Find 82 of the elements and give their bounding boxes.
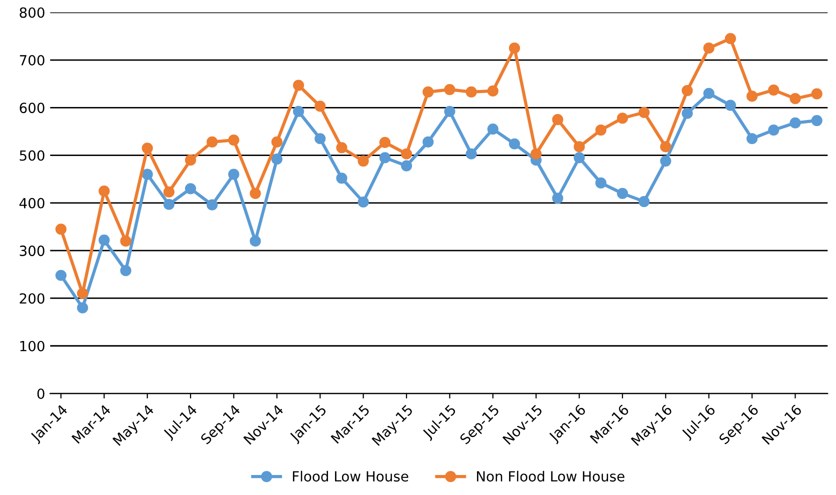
point [314,100,326,112]
point [400,160,412,172]
point [552,192,564,204]
y-tick-label: 100 [20,340,44,352]
point [184,154,196,166]
point [574,152,585,164]
y-tick-label: 600 [20,102,44,114]
y-tick-label: 0 [37,388,44,399]
point [660,141,672,152]
point [595,177,606,188]
point [746,133,758,144]
point [724,100,736,111]
point [790,93,801,104]
point [508,42,520,54]
point [98,185,110,197]
point [703,42,714,54]
y-tick-label: 500 [20,150,44,161]
point [682,84,693,96]
point [206,199,218,210]
point [120,265,132,276]
point [358,155,369,167]
point [487,85,498,97]
point [358,196,369,208]
point [228,134,240,146]
point [660,155,672,167]
point [466,148,477,160]
point [120,236,132,247]
point [595,124,606,136]
point [292,106,304,118]
point [682,108,693,119]
point [98,234,110,246]
point [379,136,390,148]
point [811,114,822,126]
point [444,106,456,118]
point [314,133,326,144]
point [250,188,261,199]
point [724,33,736,44]
point [142,168,153,180]
point [530,148,542,160]
point [77,288,88,300]
point [184,183,196,194]
point [142,142,153,154]
point [768,124,780,136]
point [336,142,348,154]
point [574,141,585,152]
point [638,196,650,208]
point [552,114,564,126]
point [466,86,477,98]
point [616,188,628,199]
point [163,186,174,198]
legend-label: Flood Low House [292,470,408,482]
point [638,106,650,118]
y-tick-label: 700 [20,54,44,66]
point [422,86,434,98]
point [487,124,498,135]
legend-label: Non Flood Low House [476,470,624,482]
y-tick-label: 300 [20,246,44,256]
point [55,270,67,281]
point [292,80,304,91]
point [790,117,801,128]
point [400,148,412,160]
point [271,154,282,165]
point [508,138,520,150]
point [444,84,456,96]
point [422,136,434,148]
point [336,172,348,184]
point [379,152,390,164]
point [228,168,240,180]
y-tick-label: 200 [20,293,44,304]
point [768,84,780,96]
point [703,88,714,99]
y-tick-label: 400 [19,198,44,208]
point [250,236,261,247]
point [271,136,282,148]
point [811,88,822,100]
point [616,112,628,124]
point [206,136,218,148]
point [77,302,88,314]
point [55,224,67,235]
point [746,90,758,102]
point [163,198,174,210]
y-tick-label: 800 [20,7,44,18]
